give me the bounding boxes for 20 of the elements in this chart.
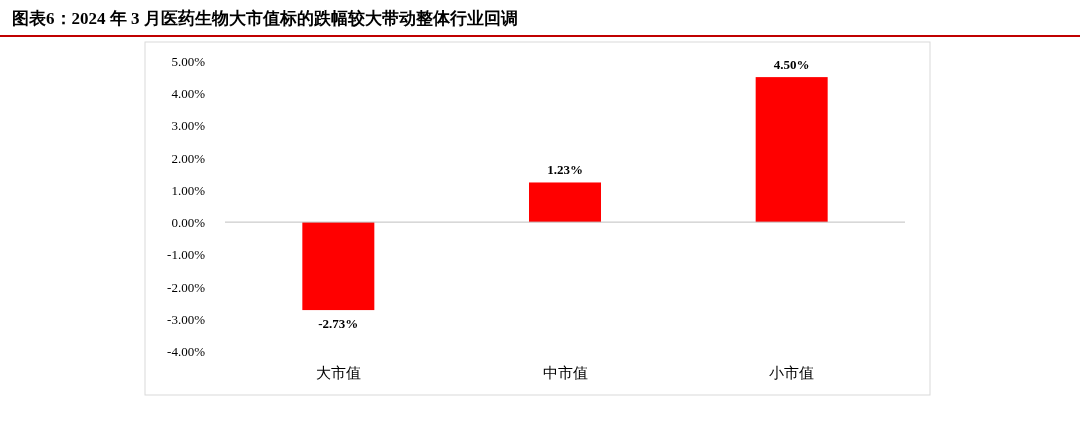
y-tick-label: -1.00% bbox=[167, 247, 206, 263]
bar bbox=[529, 182, 601, 223]
y-tick-label: 5.00% bbox=[171, 54, 206, 69]
data-label: -2.73% bbox=[318, 316, 359, 332]
x-tick-label: 中市值 bbox=[542, 365, 588, 381]
y-tick-label: 3.00% bbox=[171, 118, 206, 134]
y-tick-label: -2.00% bbox=[167, 279, 206, 295]
bar bbox=[755, 77, 828, 223]
x-tick-label: 大市值 bbox=[315, 365, 361, 381]
x-tick-label: 小市值 bbox=[769, 365, 815, 381]
y-tick-label: 0.00% bbox=[171, 215, 206, 231]
y-tick-label: -4.00% bbox=[167, 344, 206, 359]
y-tick-label: 1.00% bbox=[171, 182, 206, 198]
y-tick-label: 4.00% bbox=[171, 86, 206, 102]
y-tick-label: 2.00% bbox=[171, 150, 206, 166]
bar bbox=[302, 222, 375, 311]
chart-title: 图表6：2024 年 3 月医药生物大市值标的跌幅较大带动整体行业回调 bbox=[12, 9, 518, 28]
y-tick-label: -3.00% bbox=[167, 311, 206, 327]
data-label: 1.23% bbox=[547, 162, 583, 178]
data-label: 4.50% bbox=[773, 57, 810, 73]
